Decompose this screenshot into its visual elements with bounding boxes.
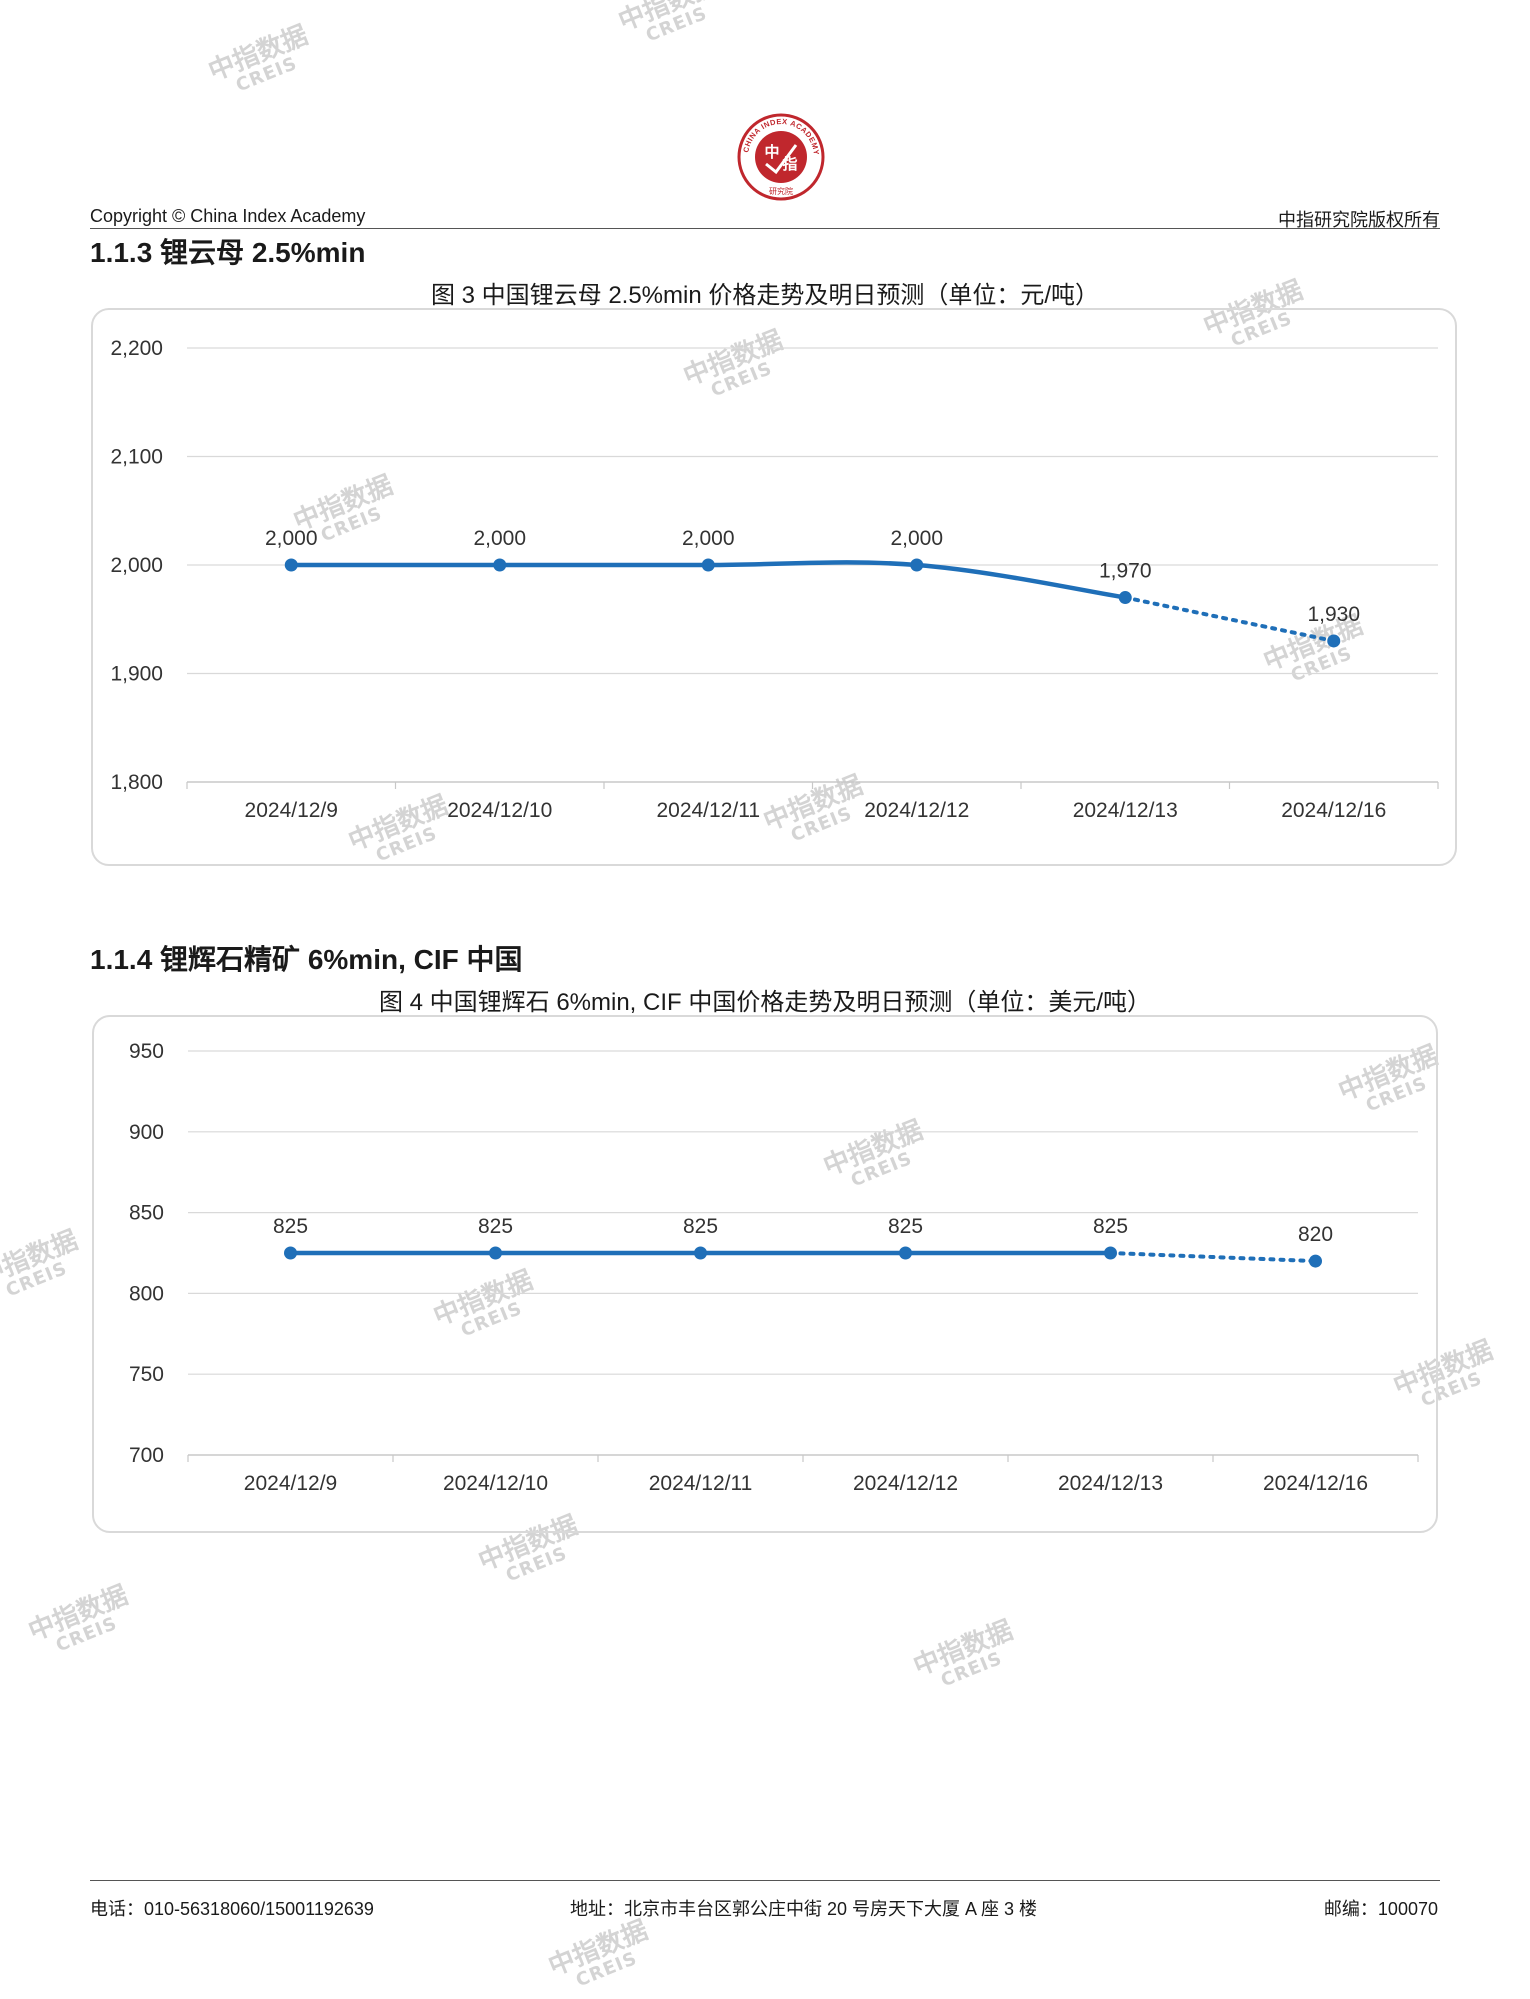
data-point xyxy=(1104,1246,1117,1260)
data-label: 2,000 xyxy=(890,527,943,550)
x-tick-label: 2024/12/12 xyxy=(853,1472,958,1495)
x-tick-label: 2024/12/16 xyxy=(1281,799,1386,822)
header-divider xyxy=(90,228,1440,229)
y-tick-label: 800 xyxy=(129,1282,164,1305)
y-tick-label: 950 xyxy=(129,1040,164,1063)
series-line-forecast xyxy=(1123,595,1336,643)
watermark: 中指数据 CREIS xyxy=(544,1915,653,1992)
x-tick-label: 2024/12/16 xyxy=(1263,1472,1368,1495)
data-point xyxy=(910,558,924,572)
figure-caption: 图 4 中国锂辉石 6%min, CIF 中国价格走势及明日预测（单位：美元/吨… xyxy=(378,989,1152,1016)
x-tick-label: 2024/12/10 xyxy=(447,799,552,822)
footer-postcode: 邮编：100070 xyxy=(1323,1899,1438,1919)
watermark: 中指数据 CREIS xyxy=(24,1580,133,1657)
rights-text: 中指研究院版权所有 xyxy=(1278,210,1440,231)
x-tick-label: 2024/12/9 xyxy=(244,1472,337,1495)
data-label: 2,000 xyxy=(682,527,735,550)
data-point xyxy=(1327,634,1341,648)
footer-divider xyxy=(90,1880,1440,1881)
data-label: 1,970 xyxy=(1099,560,1152,583)
x-tick-label: 2024/12/11 xyxy=(649,1472,753,1495)
watermark: 中指数据 CREIS xyxy=(204,20,313,97)
x-tick-label: 2024/12/9 xyxy=(245,799,338,822)
data-point xyxy=(493,558,507,572)
data-point xyxy=(489,1246,502,1260)
y-tick-label: 1,800 xyxy=(110,771,163,794)
data-point xyxy=(284,558,298,572)
data-point xyxy=(284,1246,297,1260)
figure-caption: 图 3 中国锂云母 2.5%min 价格走势及明日预测（单位：元/吨） xyxy=(430,282,1100,309)
y-tick-label: 2,200 xyxy=(110,337,163,360)
footer-phone: 电话：010-56318060/15001192639 xyxy=(90,1899,374,1919)
data-point xyxy=(694,1246,707,1260)
watermark: 中指数据 CREIS xyxy=(614,0,723,47)
line-chart: 1,800 1,900 2,000 2,100 2,200 2024/12/9 2024/1… xyxy=(110,337,1439,822)
x-tick-label: 2024/12/12 xyxy=(864,799,969,822)
data-label: 820 xyxy=(1298,1223,1333,1246)
x-tick-label: 2024/12/13 xyxy=(1073,799,1178,822)
data-point xyxy=(899,1246,912,1260)
data-label: 825 xyxy=(1093,1215,1128,1238)
y-tick-label: 1,900 xyxy=(110,663,163,686)
data-label: 825 xyxy=(888,1215,923,1238)
y-tick-label: 750 xyxy=(129,1363,164,1386)
chart-spodumene-price: 700 750 800 850 900 950 2024/12/9 2024/12/10 202… xyxy=(92,1015,1438,1533)
data-point xyxy=(1309,1254,1322,1268)
data-point xyxy=(701,558,715,572)
footer-address: 地址：北京市丰台区郭公庄中街 20 号房天下大厦 A 座 3 楼 xyxy=(570,1899,1038,1919)
x-tick-label: 2024/12/13 xyxy=(1058,1472,1163,1495)
svg-text:中: 中 xyxy=(764,143,779,161)
y-tick-label: 700 xyxy=(129,1444,164,1467)
svg-text:研究院: 研究院 xyxy=(769,186,793,196)
data-label: 825 xyxy=(683,1215,718,1238)
y-tick-label: 850 xyxy=(129,1202,164,1225)
section-heading: 1.1.3 锂云母 2.5%min xyxy=(90,237,366,268)
data-label: 825 xyxy=(478,1215,513,1238)
chart-lepidolite-price: 1,800 1,900 2,000 2,100 2,200 2024/12/9 2024/1… xyxy=(91,308,1457,866)
data-label: 825 xyxy=(273,1215,308,1238)
section-heading: 1.1.4 锂辉石精矿 6%min, CIF 中国 xyxy=(90,944,523,975)
data-label: 2,000 xyxy=(473,527,526,550)
data-label: 2,000 xyxy=(265,527,318,550)
line-chart: 700 750 800 850 900 950 2024/12/9 2024/12/10 202… xyxy=(129,1040,1419,1495)
x-tick-label: 2024/12/10 xyxy=(443,1472,548,1495)
x-tick-label: 2024/12/11 xyxy=(656,799,760,822)
copyright-text: Copyright © China Index Academy xyxy=(90,206,366,226)
y-tick-label: 2,100 xyxy=(110,446,163,469)
academy-seal-icon: CHINA INDEX ACADEMY 中 指 研究院 xyxy=(737,113,825,201)
y-tick-label: 2,000 xyxy=(110,554,163,577)
data-point xyxy=(1118,591,1132,605)
series-line-forecast xyxy=(1108,1251,1318,1264)
data-label: 1,930 xyxy=(1307,603,1360,626)
y-tick-label: 900 xyxy=(129,1121,164,1144)
watermark: 中指数据 CREIS xyxy=(909,1615,1018,1692)
academy-logo: CHINA INDEX ACADEMY 中 指 研究院 xyxy=(736,112,826,202)
watermark: 中指数据 CREIS xyxy=(0,1225,83,1302)
